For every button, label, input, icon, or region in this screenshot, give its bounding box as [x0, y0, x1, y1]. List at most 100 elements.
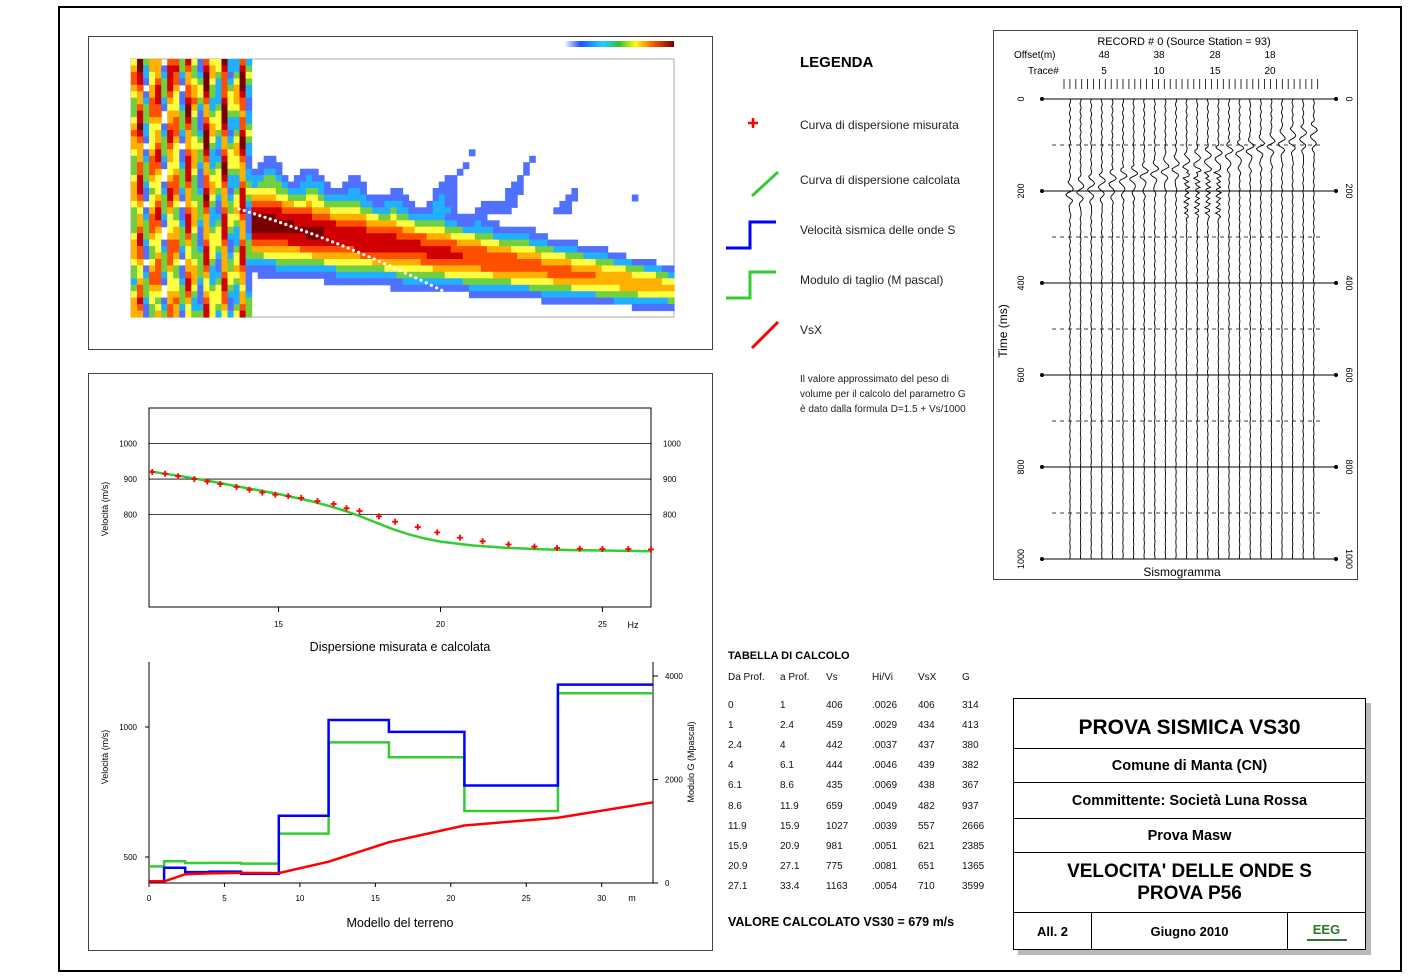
- heatmap-cell: [185, 265, 192, 273]
- heatmap-cell: [275, 181, 283, 189]
- dispersion-pick: [346, 246, 350, 250]
- heatmap-cell: [197, 188, 204, 195]
- heatmap-cell: [131, 310, 138, 318]
- heatmap-cell: [215, 207, 223, 215]
- heatmap-cell: [420, 226, 428, 234]
- heatmap-cell: [372, 233, 379, 241]
- heatmap-cell: [402, 252, 410, 260]
- heatmap-cell: [468, 284, 476, 292]
- heatmap-cell: [330, 246, 337, 254]
- heatmap-cell: [131, 65, 138, 73]
- heatmap-cell: [318, 207, 325, 215]
- heatmap-cell: [131, 252, 138, 260]
- heatmap-cell: [143, 136, 150, 144]
- heatmap-cell: [185, 239, 192, 247]
- heatmap-cell: [450, 226, 458, 234]
- table-cell: .0054: [872, 881, 898, 893]
- heatmap-cell: [299, 226, 307, 234]
- heatmap-cell: [547, 259, 554, 266]
- heatmap-cell: [378, 252, 385, 260]
- heatmap-cell: [161, 155, 168, 163]
- heatmap-cell: [523, 246, 530, 254]
- heatmap-cell: [215, 239, 223, 247]
- heatmap-cell: [402, 207, 410, 215]
- seismogram-ytick-label-right: 800: [1344, 459, 1354, 474]
- legend-note: Il valore approssimato del peso di volum…: [800, 374, 966, 415]
- heatmap-cell: [432, 213, 440, 221]
- table-cell: 11.9: [780, 800, 799, 812]
- heatmap-cell: [239, 104, 247, 112]
- heatmap-cell: [149, 136, 156, 144]
- heatmap-cell: [312, 246, 319, 254]
- heatmap-cell: [462, 233, 470, 241]
- heatmap-cell: [143, 252, 150, 260]
- heatmap-cell: [269, 246, 277, 254]
- vs-step-line: [149, 683, 653, 883]
- heatmap-cell: [414, 233, 422, 241]
- heatmap-cell: [233, 239, 241, 247]
- dispersion-pick: [336, 242, 340, 246]
- heatmap-cell: [185, 84, 192, 92]
- heatmap-cell: [155, 239, 162, 247]
- heatmap-cell: [191, 259, 198, 266]
- title-block-title: PROVA SISMICA VS30: [1014, 707, 1365, 749]
- heatmap-cell: [390, 278, 397, 286]
- heatmap-cell: [354, 239, 361, 247]
- heatmap-cell: [131, 188, 138, 195]
- heatmap-cell: [420, 278, 428, 286]
- heatmap-cell: [511, 226, 518, 234]
- heatmap-cell: [167, 291, 174, 299]
- heatmap-cell: [137, 213, 144, 221]
- heatmap-cell: [269, 239, 277, 247]
- heatmap-cell: [221, 149, 229, 157]
- heatmap-cell: [173, 104, 180, 112]
- heatmap-cell: [450, 278, 458, 286]
- heatmap-cell: [233, 123, 241, 131]
- heatmap-cell: [179, 181, 186, 189]
- heatmap-cell: [523, 278, 530, 286]
- heatmap-cell: [420, 220, 428, 228]
- heatmap-cell: [444, 239, 452, 247]
- heatmap-cell: [173, 304, 180, 312]
- heatmap-cell: [553, 291, 560, 299]
- dispersion-pick: [279, 221, 283, 225]
- heatmap-cell: [209, 271, 216, 279]
- table-cell: 2666: [962, 820, 985, 832]
- heatmap-cell: [444, 220, 452, 228]
- legend-item-vsx: VsX: [800, 323, 823, 337]
- heatmap-cell: [384, 213, 391, 221]
- title-block-prova: Prova Masw: [1014, 819, 1365, 853]
- table-cell: 380: [962, 739, 979, 751]
- heatmap-cell: [197, 78, 204, 86]
- heatmap-cell: [420, 271, 428, 279]
- heatmap-cell: [456, 246, 464, 254]
- heatmap-cell: [209, 213, 216, 221]
- heatmap-cell: [529, 246, 536, 254]
- heatmap-cell: [372, 239, 379, 247]
- heatmap-cell: [167, 194, 174, 202]
- heatmap-cell: [275, 213, 283, 221]
- heatmap-cell: [306, 239, 313, 247]
- heatmap-cell: [505, 252, 512, 260]
- heatmap-cell: [293, 252, 301, 260]
- heatmap-cell: [541, 265, 548, 273]
- heatmap-cell: [137, 233, 144, 241]
- heatmap-cell: [209, 175, 216, 183]
- heatmap-cell: [155, 142, 162, 150]
- heatmap-cell: [529, 271, 536, 279]
- heatmap-cell: [149, 213, 156, 221]
- heatmap-cell: [185, 271, 192, 279]
- heatmap-cell: [227, 123, 235, 131]
- heatmap-cell: [480, 200, 488, 208]
- heatmap-cell: [444, 181, 452, 189]
- heatmap-cell: [203, 278, 210, 286]
- heatmap-cell: [269, 200, 277, 208]
- heatmap-cell: [474, 252, 482, 260]
- heatmap-cell: [155, 220, 162, 228]
- heatmap-cell: [185, 233, 192, 241]
- heatmap-cell: [191, 246, 198, 254]
- heatmap-cell: [155, 207, 162, 215]
- heatmap-cell: [227, 104, 235, 112]
- heatmap-cell: [493, 291, 500, 299]
- heatmap-cell: [625, 278, 633, 286]
